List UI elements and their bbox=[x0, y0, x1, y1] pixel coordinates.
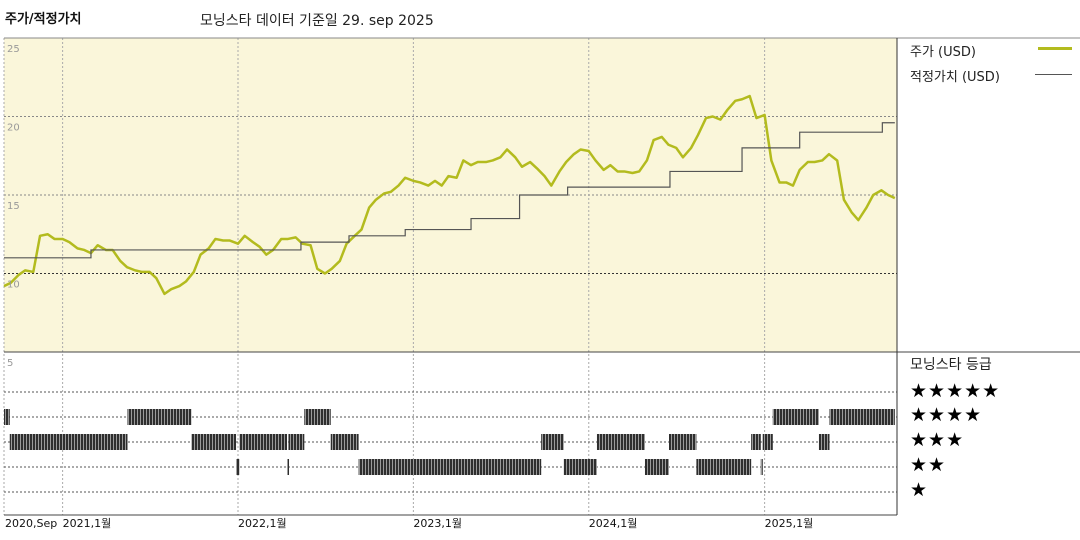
x-tick-label: 2022,1월 bbox=[238, 517, 287, 530]
x-tick-label: 2023,1월 bbox=[413, 517, 462, 530]
rating-bar-3-star bbox=[669, 434, 697, 450]
fair-value-line bbox=[4, 122, 895, 259]
legend-fair-value-swatch bbox=[1035, 74, 1072, 75]
x-tick-label: 2021,1월 bbox=[63, 517, 112, 530]
rating-bar-3-star bbox=[596, 434, 645, 450]
x-tick-label: 2020,Sep bbox=[5, 517, 57, 530]
rating-bar-2-star bbox=[563, 459, 597, 475]
y-tick-label: 15 bbox=[7, 201, 20, 212]
rating-bar-2-star bbox=[358, 459, 542, 475]
rating-bar-3-star bbox=[818, 434, 830, 450]
y-tick-label: 5 bbox=[7, 358, 13, 369]
x-tick-label: 2024,1월 bbox=[589, 517, 638, 530]
rating-2-stars: ★★ bbox=[910, 454, 947, 476]
y-tick-label: 10 bbox=[7, 280, 20, 291]
data-date-subtitle: 모닝스타 데이터 기준일 29. sep 2025 bbox=[200, 13, 434, 29]
legend-price-label: 주가 (USD) bbox=[910, 45, 976, 60]
x-tick-label: 2025,1월 bbox=[765, 517, 814, 530]
rating-bar-4-star bbox=[304, 409, 331, 425]
rating-5-stars: ★★★★★ bbox=[910, 380, 1001, 402]
rating-bar-3-star bbox=[9, 434, 128, 450]
price-line bbox=[3, 94, 896, 296]
rating-bar-3-star bbox=[288, 434, 305, 450]
rating-bar-3-star bbox=[330, 434, 359, 450]
legend-fair-value-label: 적정가치 (USD) bbox=[910, 70, 1000, 85]
rating-4-stars: ★★★★ bbox=[910, 404, 983, 426]
rating-legend-title: 모닝스타 등급 bbox=[910, 357, 992, 373]
legend-price: 주가 (USD) bbox=[910, 41, 976, 60]
rating-bar-3-star bbox=[239, 434, 288, 450]
rating-bar-2-star bbox=[760, 459, 763, 475]
rating-bar-3-star bbox=[762, 434, 773, 450]
rating-bar-2-star bbox=[696, 459, 752, 475]
rating-bar-2-star bbox=[236, 459, 240, 475]
y-tick-label: 20 bbox=[7, 123, 20, 134]
legend-price-swatch bbox=[1038, 47, 1072, 50]
rating-bar-3-star bbox=[541, 434, 564, 450]
chart-title: 주가/적정가치 bbox=[5, 12, 82, 27]
rating-bar-4-star bbox=[829, 409, 895, 425]
y-tick-label: 25 bbox=[7, 44, 20, 55]
rating-bar-4-star bbox=[4, 409, 10, 425]
rating-bar-3-star bbox=[751, 434, 761, 450]
rating-1-star: ★ bbox=[910, 479, 929, 501]
rating-bar-4-star bbox=[127, 409, 192, 425]
rating-bar-3-star bbox=[191, 434, 237, 450]
rating-bar-4-star bbox=[772, 409, 819, 425]
legend-fair-value: 적정가치 (USD) bbox=[910, 66, 1000, 85]
rating-3-stars: ★★★ bbox=[910, 429, 965, 451]
rating-bar-2-star bbox=[644, 459, 670, 475]
rating-bar-2-star bbox=[287, 459, 290, 475]
